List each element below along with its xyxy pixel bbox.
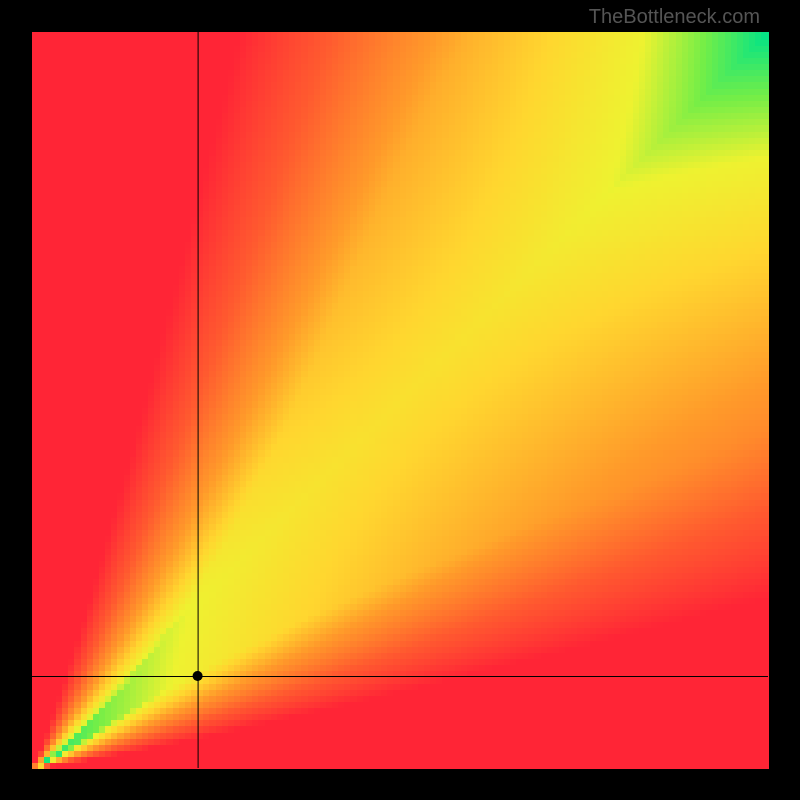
heatmap-chart xyxy=(0,0,800,800)
watermark-text: TheBottleneck.com xyxy=(589,6,760,29)
